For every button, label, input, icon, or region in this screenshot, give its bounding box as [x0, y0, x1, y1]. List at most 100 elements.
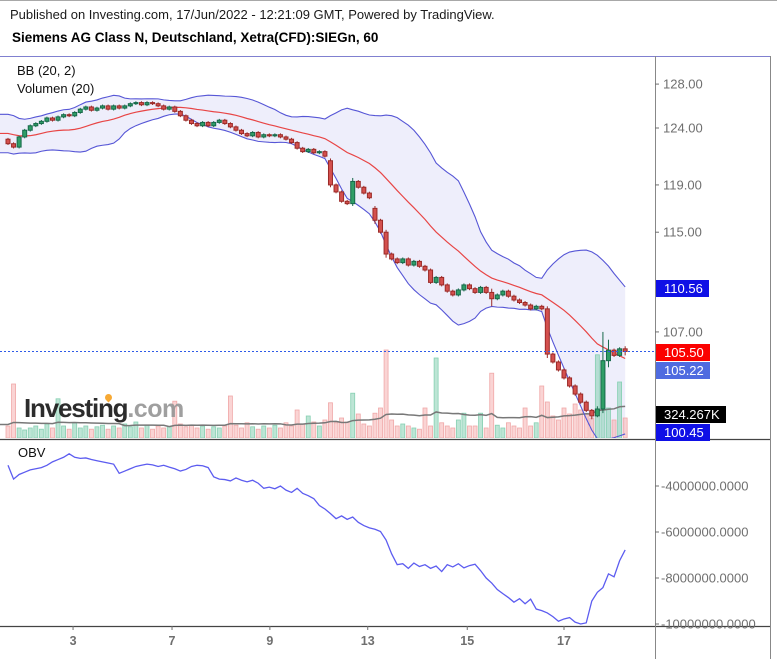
volume-bar — [150, 428, 155, 438]
volume-bar — [561, 407, 567, 438]
volume-bar — [272, 424, 278, 438]
volume-bar — [255, 428, 261, 438]
candle-body — [322, 151, 328, 157]
volume-bar — [517, 427, 522, 438]
volume-bar — [472, 425, 478, 438]
candle-body — [55, 116, 61, 121]
volume-bar — [100, 424, 105, 438]
volume-bar — [405, 425, 411, 438]
candle-body — [466, 284, 472, 290]
candle-body — [294, 142, 300, 149]
candle-body — [528, 304, 534, 310]
volume-bar — [50, 427, 55, 438]
candle-body — [517, 299, 523, 304]
candle-body — [316, 151, 322, 154]
time-axis-scale-area[interactable] — [0, 626, 655, 660]
price-axis-scale-area[interactable] — [655, 56, 770, 626]
candle-body — [567, 377, 573, 387]
volume-bar — [278, 427, 283, 438]
volume-bar — [127, 426, 133, 438]
candle-body — [150, 102, 156, 105]
volume-bar — [544, 401, 550, 438]
candles-series — [5, 101, 628, 420]
candle-body — [605, 349, 611, 362]
volume-bar — [622, 417, 628, 438]
obv-axis-label: -4000000.0000 — [661, 479, 748, 494]
candle-body — [127, 103, 133, 107]
volume-bar — [556, 419, 561, 438]
candle-body — [578, 393, 584, 403]
candle-body — [44, 117, 50, 122]
price-axis-label: 107.00 — [663, 324, 703, 339]
candle-body — [105, 105, 111, 110]
volume-bar — [11, 383, 16, 438]
volume-bar — [22, 429, 28, 438]
volume-bar — [289, 425, 294, 438]
candle-body — [300, 147, 306, 153]
volume-bar — [161, 427, 167, 438]
candle-body — [277, 134, 283, 138]
volume-bar — [400, 423, 406, 438]
candle-body — [572, 385, 578, 395]
candle-body — [455, 289, 461, 296]
volume-bar — [361, 423, 367, 438]
obv-axis-label: -8000000.0000 — [661, 571, 748, 586]
candle-body — [550, 353, 556, 363]
candle-body — [111, 105, 117, 110]
candle-body — [389, 253, 395, 260]
candle-body — [372, 207, 378, 221]
price-axis: 128.00 124.00 119.00 115.00 107.00 — [655, 56, 770, 626]
volume-bar — [172, 400, 178, 438]
volume-bar — [533, 422, 539, 438]
candle-body — [188, 119, 194, 125]
volume-bar — [422, 407, 428, 438]
volume-bar — [606, 407, 611, 438]
obv-pane[interactable] — [7, 453, 626, 625]
volume-bar — [478, 412, 484, 438]
candle-body — [483, 286, 489, 293]
candle-body — [450, 290, 456, 296]
candle-body — [116, 105, 122, 109]
volume-bar — [567, 413, 572, 438]
candle-body — [11, 143, 17, 148]
volume-bar — [83, 425, 89, 438]
volume-bar — [239, 427, 244, 438]
volume-bar — [539, 385, 545, 438]
candle-body — [16, 136, 22, 148]
volume-bar — [366, 425, 372, 438]
candle-body — [94, 107, 100, 111]
volume-bar — [522, 407, 528, 438]
candle-body — [255, 131, 261, 138]
candle-body — [533, 305, 539, 310]
price-pane[interactable] — [0, 94, 655, 439]
candle-body — [539, 305, 545, 310]
candle-body — [222, 119, 228, 125]
candle-body — [5, 138, 11, 145]
volume-ma-badge: 324.267K — [656, 405, 726, 423]
candle-body — [266, 134, 272, 137]
candle-body — [555, 361, 561, 371]
price-axis-label: 124.00 — [663, 121, 703, 136]
candle-body — [49, 117, 55, 121]
obv-axis-label: -6000000.0000 — [661, 525, 748, 540]
volume-bar — [500, 427, 506, 438]
candle-body — [305, 148, 311, 153]
obv-axis-label: -10000000.0000 — [661, 617, 756, 632]
volume-bar — [455, 419, 461, 438]
volume-bar — [233, 424, 239, 438]
volume-bar — [66, 428, 72, 438]
candle-body — [161, 105, 167, 110]
candle-body — [522, 302, 528, 306]
candle-body — [177, 110, 183, 117]
obv-axis: -4000000.0000 -6000000.0000 -8000000.0000 -… — [655, 479, 756, 632]
candle-body — [122, 105, 128, 109]
volume-bar — [155, 425, 161, 438]
candle-body — [422, 265, 428, 271]
obv-indicator-label: OBV — [18, 445, 46, 460]
candle-body — [405, 258, 411, 266]
time-axis-label: 17 — [557, 634, 571, 648]
volume-bar — [189, 424, 194, 438]
candle-body — [211, 121, 217, 127]
